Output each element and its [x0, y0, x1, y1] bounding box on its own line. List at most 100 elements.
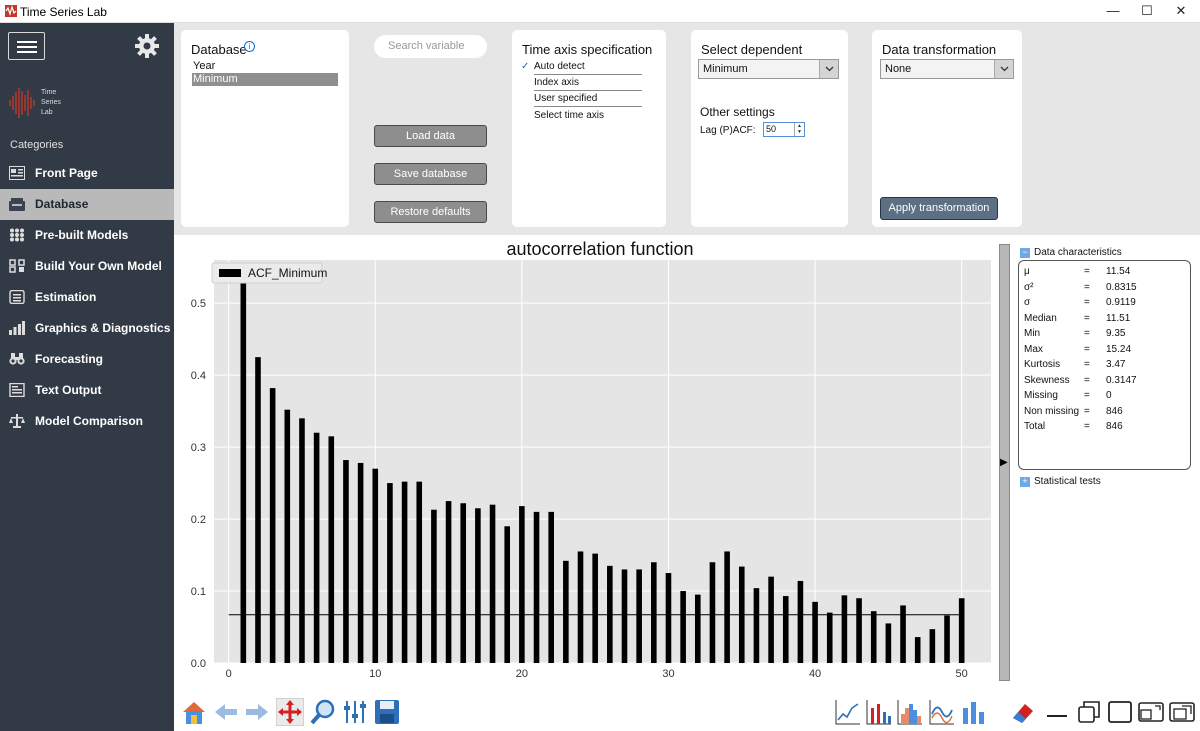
nav-item-front-page[interactable]: Front Page	[0, 158, 174, 189]
nav-label: Graphics & Diagnostics	[35, 321, 171, 335]
nav-item-forecasting[interactable]: Forecasting	[0, 344, 174, 375]
forward-arrow-icon[interactable]	[243, 698, 271, 726]
stat-row: σ² = 0.8315	[1024, 281, 1184, 295]
sliders-icon[interactable]	[341, 698, 369, 726]
stat-value: 0.9119	[1106, 297, 1136, 308]
acf-bar	[914, 637, 921, 663]
time-option-auto-detect[interactable]: Auto detect	[534, 59, 642, 75]
load-data-button[interactable]: Load data	[374, 125, 487, 147]
time-option-index-axis[interactable]: Index axis	[534, 75, 642, 91]
stat-row: Min = 9.35	[1024, 327, 1184, 341]
save-database-button[interactable]: Save database	[374, 163, 487, 185]
nav-item-build-your-own-model[interactable]: Build Your Own Model	[0, 251, 174, 282]
back-arrow-icon[interactable]	[212, 698, 240, 726]
info-icon[interactable]: i	[244, 41, 255, 52]
stat-key: σ²	[1024, 281, 1034, 293]
apply-transformation-button[interactable]: Apply transformation	[880, 197, 998, 220]
grid-icon	[10, 228, 24, 242]
bar-plot-icon[interactable]	[865, 698, 893, 726]
nav-item-model-comparison[interactable]: Model Comparison	[0, 406, 174, 437]
legend-label: ACF_Minimum	[248, 266, 327, 280]
nav-item-database[interactable]: Database	[0, 189, 174, 220]
acf-bar	[445, 501, 452, 663]
nav-item-graphics-diagnostics[interactable]: Graphics & Diagnostics	[0, 313, 174, 344]
line-plot-icon[interactable]	[834, 698, 862, 726]
lag-spinbox[interactable]: 50 ▲ ▼	[763, 122, 805, 137]
database-item-minimum[interactable]: Minimum	[192, 73, 338, 86]
legend-swatch	[219, 269, 241, 277]
stat-row: Median = 11.51	[1024, 312, 1184, 326]
column-chart-icon[interactable]	[960, 698, 988, 726]
y-tick-label: 0.3	[191, 442, 206, 454]
acf-bar	[387, 483, 393, 663]
expand-arrow-icon[interactable]: ▶	[1000, 457, 1008, 468]
stat-equals: =	[1084, 390, 1090, 401]
logo-wave-icon	[9, 88, 35, 118]
cascade-window-icon[interactable]	[1168, 698, 1196, 726]
transformation-value: None	[885, 63, 912, 75]
dependent-variable-select[interactable]: Minimum	[698, 59, 839, 79]
acf-bar	[812, 601, 818, 663]
stat-value: 846	[1106, 405, 1123, 417]
chevron-down-icon[interactable]	[819, 60, 838, 78]
database-icon	[9, 198, 25, 211]
time-option-select-time-axis[interactable]: Select time axis	[534, 110, 605, 121]
time-option-user-specified[interactable]: User specified	[534, 91, 642, 107]
eraser-icon[interactable]	[1009, 698, 1037, 726]
stat-value: 11.54	[1106, 266, 1131, 277]
pan-icon[interactable]	[276, 698, 304, 726]
stat-row: Skewness = 0.3147	[1024, 374, 1184, 388]
acf-bar	[885, 623, 892, 663]
hamburger-line	[17, 46, 37, 48]
acf-bar	[240, 267, 247, 663]
stat-row: Total = 846	[1024, 420, 1184, 434]
panel-splitter[interactable]	[999, 244, 1010, 681]
stat-row: σ = 0.9119	[1024, 296, 1184, 310]
nav-item-text-output[interactable]: Text Output	[0, 375, 174, 406]
stat-equals: =	[1084, 281, 1090, 293]
expand-icon[interactable]: +	[1020, 477, 1030, 487]
acf-bar	[563, 560, 569, 663]
acf-bar	[870, 611, 877, 663]
collapse-icon[interactable]: −	[1020, 248, 1030, 258]
search-input[interactable]: Search variable	[374, 35, 487, 58]
x-tick-label: 40	[809, 668, 821, 680]
stat-key: Kurtosis	[1024, 359, 1061, 370]
maximize-window-icon[interactable]	[1106, 698, 1134, 726]
nav-item-estimation[interactable]: Estimation	[0, 282, 174, 313]
chevron-down-icon[interactable]	[994, 60, 1013, 78]
window-title: Time Series Lab	[20, 5, 107, 19]
transformation-select[interactable]: None	[880, 59, 1014, 79]
acf-bar	[958, 598, 965, 663]
wave-plot-icon[interactable]	[928, 698, 956, 726]
ticks-layer: 0 10 20 30 40 50 0.0 0.1 0.2 0.3 0.4 0.5	[191, 298, 968, 680]
save-icon[interactable]	[373, 698, 401, 726]
minimize-window-icon[interactable]	[1043, 698, 1071, 726]
acf-bar	[548, 511, 554, 663]
x-tick-label: 10	[369, 668, 381, 680]
gear-icon[interactable]	[134, 33, 160, 59]
hamburger-menu-button[interactable]	[8, 32, 45, 60]
stat-equals: =	[1084, 297, 1090, 308]
maximize-button[interactable]: ☐	[1141, 3, 1153, 18]
acf-chart: 0 10 20 30 40 50 0.0 0.1 0.2 0.3 0.4 0.5 autocorrel…	[191, 239, 991, 680]
acf-bar	[475, 508, 481, 663]
acf-bar	[328, 436, 335, 663]
spin-arrows-icon[interactable]: ▲ ▼	[794, 123, 804, 136]
histogram-icon[interactable]	[896, 698, 924, 726]
acf-bar	[944, 615, 950, 663]
restore-defaults-button[interactable]: Restore defaults	[374, 201, 487, 223]
nav-item-pre-built-models[interactable]: Pre-built Models	[0, 220, 174, 251]
zoom-icon[interactable]	[309, 698, 337, 726]
database-item-year[interactable]: Year	[193, 60, 216, 72]
restore-window-icon[interactable]	[1075, 698, 1103, 726]
home-icon[interactable]	[180, 698, 208, 726]
stat-equals: =	[1084, 374, 1090, 386]
app-icon	[5, 5, 17, 17]
minimize-button[interactable]: —	[1106, 3, 1120, 18]
tile-window-icon[interactable]	[1137, 698, 1165, 726]
acf-bar	[460, 503, 467, 663]
transformation-panel: Data transformation None Apply transform…	[872, 30, 1022, 227]
close-button[interactable]: ✕	[1175, 3, 1187, 18]
time-axis-title: Time axis specification	[522, 42, 653, 57]
